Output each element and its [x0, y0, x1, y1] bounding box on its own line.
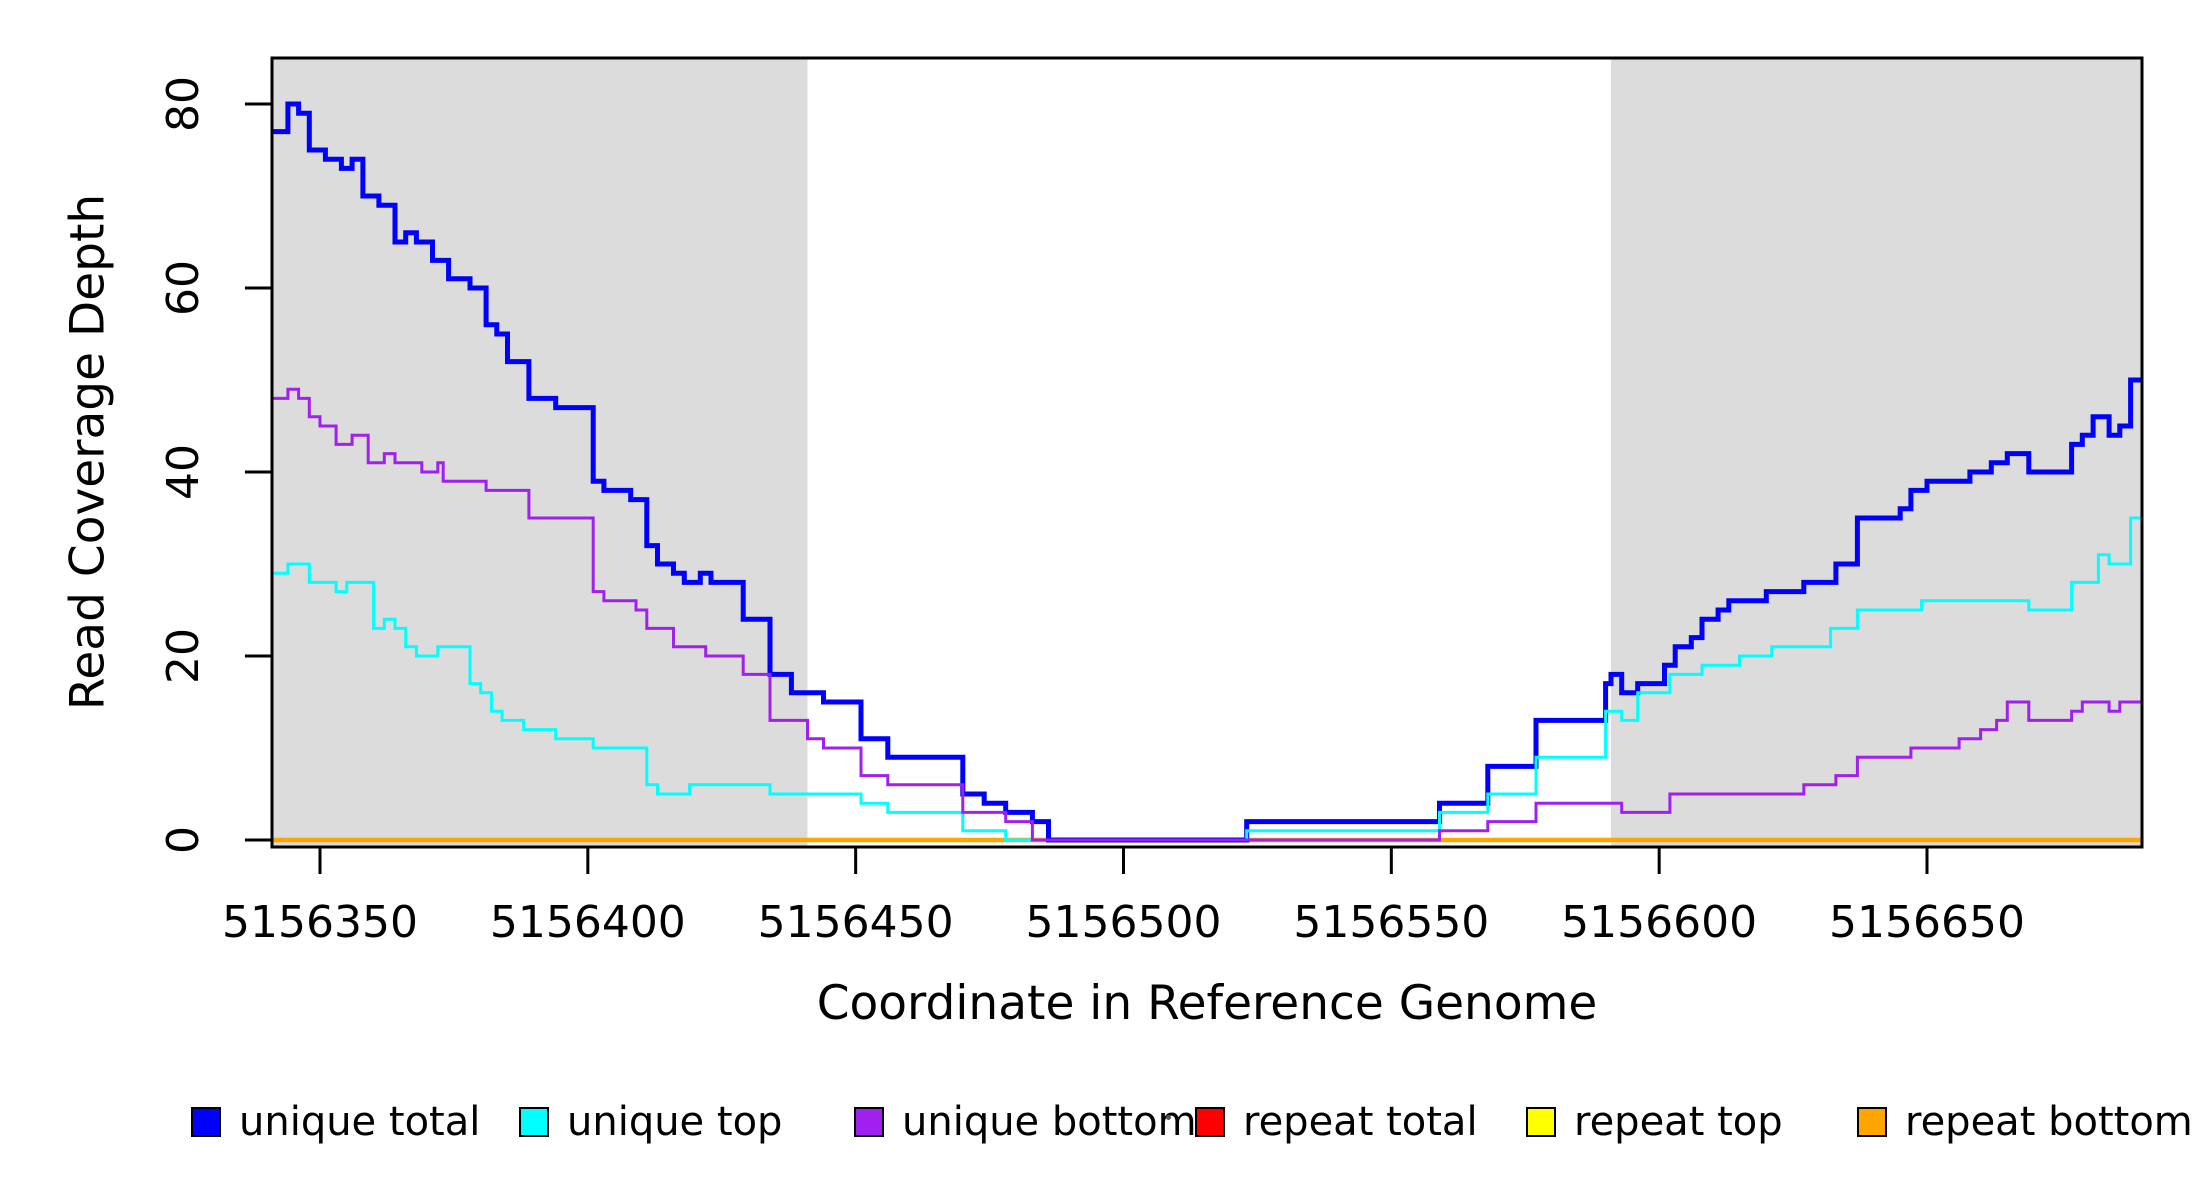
legend-item-repeat-total: repeat total: [1195, 1092, 1478, 1152]
y-tick-label: 60: [158, 260, 209, 316]
shaded-region-right: [1610, 58, 2142, 847]
legend-swatch-icon: [854, 1107, 884, 1137]
legend-item-repeat-bottom: repeat bottom: [1857, 1092, 2193, 1152]
x-tick-label: 5156600: [1561, 897, 1757, 948]
y-tick-label: 40: [158, 444, 209, 500]
x-axis-title: Coordinate in Reference Genome: [816, 976, 1598, 1031]
x-tick-label: 5156450: [758, 897, 954, 948]
legend-swatch-icon: [519, 1107, 549, 1137]
legend-label: repeat total: [1243, 1099, 1478, 1145]
legend: unique total unique top unique bottom repea…: [0, 1092, 2200, 1162]
x-tick-label: 5156350: [222, 897, 418, 948]
y-tick-label: 20: [158, 628, 209, 684]
x-tick-label: 5156400: [490, 897, 686, 948]
legend-label: unique bottom: [902, 1099, 1197, 1145]
x-tick-label: 5156650: [1829, 897, 2025, 948]
legend-swatch-icon: [1857, 1107, 1887, 1137]
legend-label: unique top: [567, 1099, 783, 1145]
legend-item-repeat-top: repeat top: [1526, 1092, 1783, 1152]
x-tick-label: 5156550: [1293, 897, 1489, 948]
series-unique-total-line: [271, 101, 2142, 843]
y-tick-label: 0: [158, 826, 209, 854]
legend-label: repeat bottom: [1905, 1099, 2193, 1145]
plot-border: [270, 56, 2144, 849]
series-unique-top-line: [271, 516, 2142, 842]
legend-item-unique-total: unique total: [191, 1092, 480, 1152]
y-tick-label: 80: [158, 76, 209, 132]
legend-label: repeat top: [1574, 1099, 1783, 1145]
y-axis-title: Read Coverage Depth: [60, 193, 116, 711]
legend-item-unique-top: unique top: [519, 1092, 782, 1152]
series-unique-bottom-line: [271, 387, 2142, 842]
legend-stray-dot: [1166, 1115, 1171, 1120]
legend-label: unique total: [239, 1099, 481, 1145]
legend-swatch-icon: [191, 1107, 221, 1137]
legend-swatch-icon: [1526, 1107, 1556, 1137]
legend-swatch-icon: [1195, 1107, 1225, 1137]
x-tick-label: 5156500: [1026, 897, 1222, 948]
legend-item-unique-bottom: unique bottom: [854, 1092, 1197, 1152]
